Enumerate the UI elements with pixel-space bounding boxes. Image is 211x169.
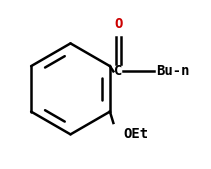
Text: O: O	[114, 17, 123, 31]
Text: OEt: OEt	[123, 127, 148, 141]
Text: C: C	[114, 64, 123, 78]
Text: Bu-n: Bu-n	[156, 64, 190, 78]
